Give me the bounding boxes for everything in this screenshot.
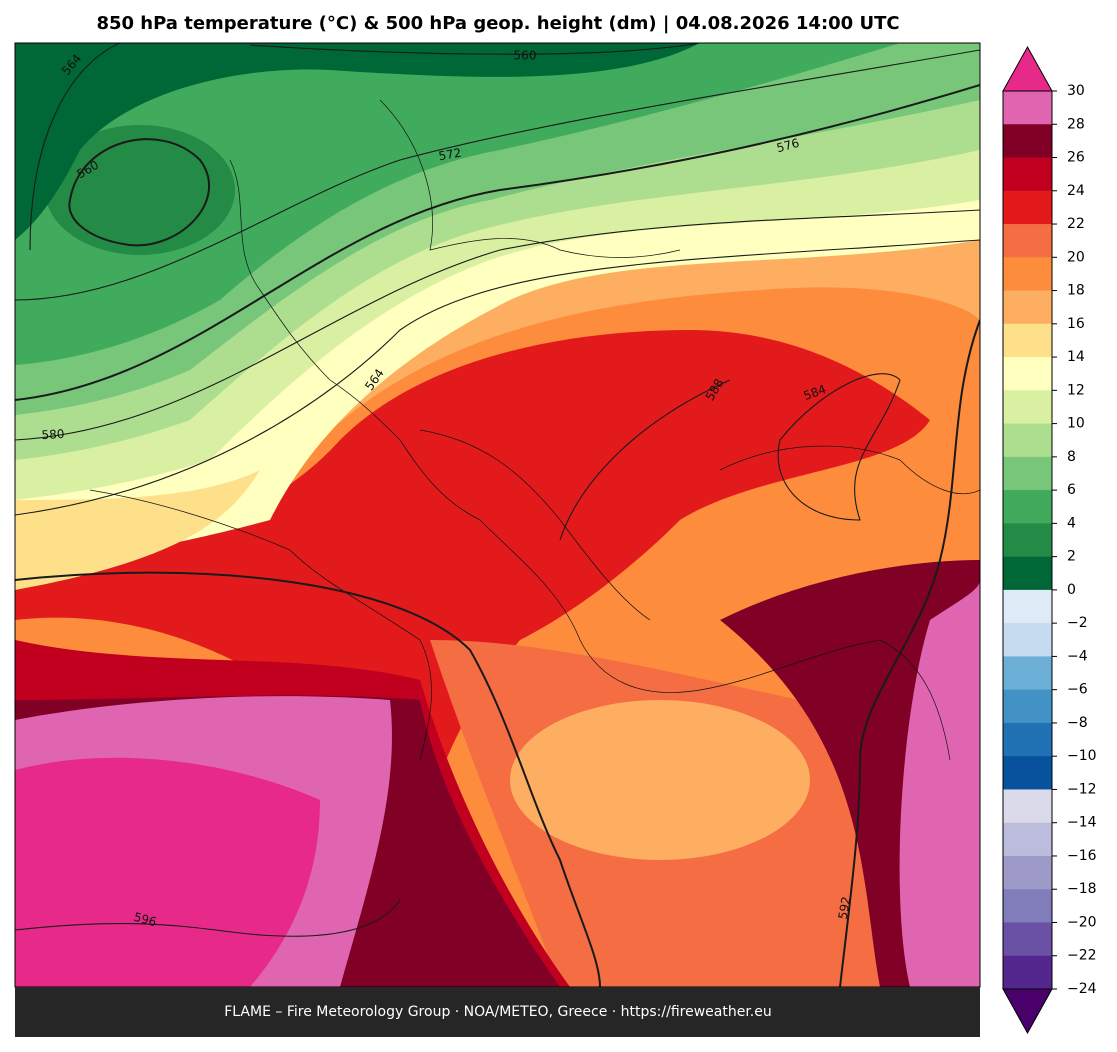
- colorbar-bin: [1003, 855, 1052, 890]
- field-low: [45, 125, 235, 255]
- colorbar-bin: [1003, 889, 1052, 923]
- colorbar-bin: [1003, 490, 1052, 524]
- colorbar-tick-label: −16: [1067, 848, 1097, 864]
- colorbar-bin: [1003, 589, 1052, 624]
- field-mid-green: [15, 43, 900, 365]
- colorbar-tick-label: 8: [1067, 449, 1076, 465]
- colorbar-bin: [1003, 290, 1052, 325]
- colorbar-bin: [1003, 157, 1052, 192]
- colorbar-tick-label: 6: [1067, 482, 1076, 498]
- field-lightorange: [15, 470, 260, 590]
- colorbar-tick-label: 26: [1067, 150, 1085, 166]
- map-title: 850 hPa temperature (°C) & 500 hPa geop.…: [96, 13, 899, 34]
- colorbar-bin: [1003, 955, 1052, 990]
- contour-label: 560: [514, 49, 537, 63]
- colorbar-tick-label: −18: [1067, 881, 1097, 897]
- colorbar-tick-label: −14: [1067, 815, 1097, 831]
- field-east-pink: [899, 580, 980, 987]
- colorbar-bin: [1003, 323, 1052, 358]
- colorbar-tick-label: 22: [1067, 216, 1085, 232]
- colorbar-bin: [1003, 523, 1052, 558]
- colorbar-bin: [1003, 91, 1052, 125]
- colorbar-tick-label: 24: [1067, 183, 1085, 199]
- colorbar-bin: [1003, 423, 1052, 458]
- contour-line: [559, 379, 731, 541]
- colorbar-tick-label: −24: [1067, 981, 1097, 997]
- colorbar-tick-label: −12: [1067, 781, 1097, 797]
- colorbar-bin: [1003, 623, 1052, 657]
- footer-credit: FLAME – Fire Meteorology Group · NOA/MET…: [224, 1004, 772, 1020]
- colorbar-tick-label: 2: [1067, 549, 1076, 565]
- colorbar-frame: [1002, 90, 1053, 990]
- coastline: [719, 445, 980, 494]
- colorbar-tick-label: −8: [1067, 715, 1088, 731]
- contour-line: [15, 84, 980, 401]
- colorbar-bin: [1003, 922, 1052, 957]
- colorbar-tick-label: 18: [1067, 283, 1085, 299]
- field-sahara-core: [15, 757, 320, 987]
- field-hot: [15, 330, 930, 840]
- colorbar-bin: [1003, 722, 1052, 757]
- colorbar-tick-label: 28: [1067, 116, 1085, 132]
- colorbar-bin: [1003, 822, 1052, 857]
- colorbar-tick-label: 14: [1067, 349, 1085, 365]
- colorbar-bin: [1003, 689, 1052, 724]
- contour-label: 572: [437, 146, 462, 164]
- colorbar-bin: [1003, 357, 1052, 391]
- colorbar-tick-label: 20: [1067, 249, 1085, 265]
- contour-line: [839, 319, 980, 987]
- colorbar-bin: [1003, 656, 1052, 691]
- colorbar-bin: [1003, 756, 1052, 790]
- colorbar-bin: [1003, 556, 1052, 591]
- contour-line: [15, 49, 980, 301]
- coastline: [419, 429, 651, 621]
- colorbar-bin: [1003, 390, 1052, 425]
- contour-label: 596: [132, 910, 158, 929]
- colorbar-extend-bottom: [1002, 988, 1053, 1035]
- temperature-field: [15, 43, 980, 987]
- contour-line: [777, 373, 901, 521]
- coastline: [89, 489, 432, 761]
- contour-line: [15, 209, 980, 441]
- colorbar-tick-label: 0: [1067, 582, 1076, 598]
- height-contours: [15, 43, 980, 987]
- colorbar: 302826242220181614121086420−2−4−6−8−10−1…: [1002, 45, 1097, 1035]
- colorbar-tick-label: −10: [1067, 748, 1097, 764]
- colorbar-tick-label: −22: [1067, 948, 1097, 964]
- colorbar-tick-label: −2: [1067, 615, 1088, 631]
- contour-line: [15, 571, 601, 987]
- colorbar-tick-label: 30: [1067, 83, 1085, 99]
- colorbar-tick-label: −20: [1067, 914, 1097, 930]
- colorbar-tick-label: 12: [1067, 382, 1085, 398]
- coastline: [229, 159, 951, 761]
- contour-label: 580: [41, 427, 65, 442]
- colorbar-tick-label: 16: [1067, 316, 1085, 332]
- contour-line: [249, 43, 701, 55]
- field-dark-green: [15, 43, 700, 240]
- contour-line: [29, 43, 121, 251]
- contour-line: [68, 138, 211, 247]
- colorbar-bin: [1003, 224, 1052, 258]
- colorbar-bin: [1003, 257, 1052, 292]
- colorbar-tick-label: 10: [1067, 416, 1085, 432]
- coastline: [379, 99, 681, 258]
- colorbar-bin: [1003, 190, 1052, 225]
- footer-bar: [15, 987, 980, 1037]
- contour-line: [15, 239, 980, 516]
- colorbar-bin: [1003, 124, 1052, 159]
- contour-label: 576: [775, 136, 801, 155]
- contour-label: 592: [836, 895, 854, 920]
- colorbar-extend-top: [1002, 45, 1053, 92]
- colorbar-tick-label: 4: [1067, 515, 1076, 531]
- colorbar-bin: [1003, 456, 1052, 491]
- contour-line: [15, 899, 401, 937]
- colorbar-tick-label: −6: [1067, 682, 1088, 698]
- coastlines: [89, 99, 980, 761]
- colorbar-tick-label: −4: [1067, 648, 1088, 664]
- field-plateau: [510, 700, 810, 860]
- colorbar-bin: [1003, 789, 1052, 824]
